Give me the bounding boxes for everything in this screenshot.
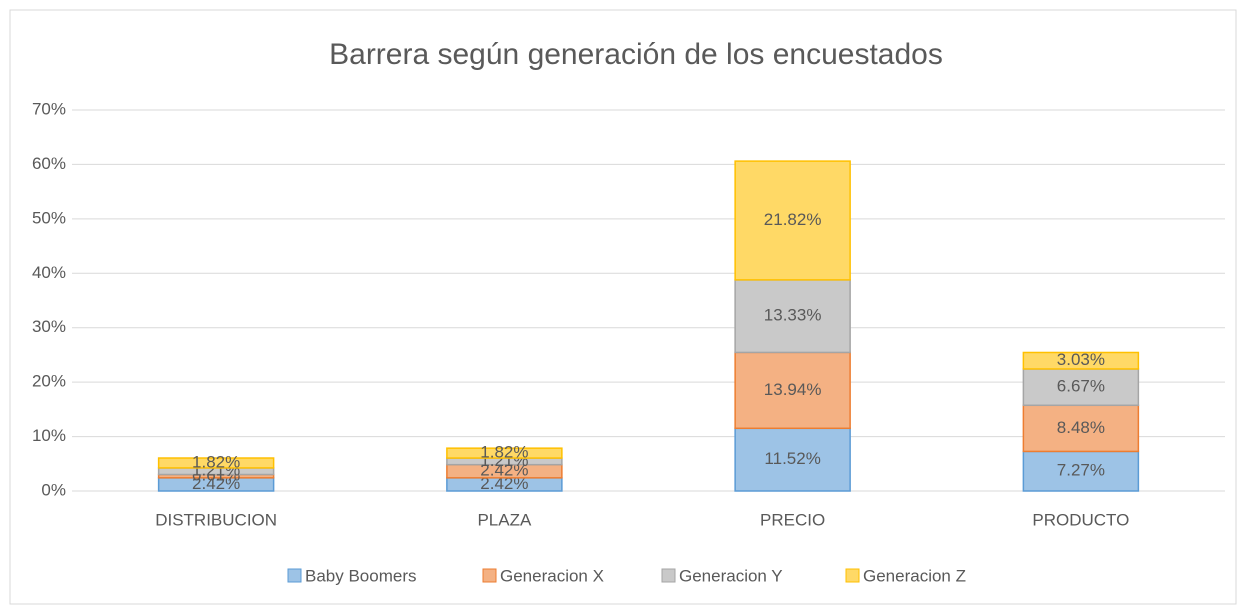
y-tick-label: 10% (32, 426, 66, 445)
y-tick-label: 70% (32, 99, 66, 118)
bar-segment (446, 447, 563, 459)
x-tick-label: PLAZA (477, 510, 532, 529)
y-tick-label: 20% (32, 372, 66, 391)
data-label: 11.52% (764, 449, 820, 468)
chart-title: Barrera según generación de los encuesta… (329, 38, 943, 71)
legend-swatch (661, 568, 676, 583)
data-label: 2.42% (480, 474, 528, 493)
bar-segment (1022, 450, 1140, 492)
bar-segment (157, 457, 275, 469)
data-label: 8.48% (1057, 418, 1105, 437)
bar-segment (1022, 404, 1140, 453)
bar-segment (1022, 351, 1140, 370)
data-label: 1.82% (480, 443, 528, 462)
x-tick-label: DISTRIBUCION (155, 510, 277, 529)
data-label: 3.03% (1057, 350, 1105, 369)
y-tick-label: 60% (32, 154, 66, 173)
x-tick-label: PRODUCTO (1032, 510, 1129, 529)
bar-segment (734, 279, 851, 354)
legend-swatch (287, 568, 302, 583)
legend-label: Generacion Z (863, 566, 966, 585)
y-tick-label: 30% (32, 317, 66, 336)
y-tick-label: 40% (32, 263, 66, 282)
legend-label: Generacion X (500, 566, 604, 585)
data-label: 1.82% (192, 452, 240, 471)
bar-segment (734, 351, 851, 430)
data-label: 7.27% (1057, 461, 1105, 480)
x-tick-label: PRECIO (760, 510, 825, 529)
chart-border (9, 9, 1237, 605)
data-label: 6.67% (1057, 377, 1105, 396)
legend-label: Generacion Y (679, 566, 783, 585)
y-tick-label: 50% (32, 208, 66, 227)
data-label: 2.42% (480, 461, 528, 480)
bar-segment (734, 160, 851, 281)
bar-segment (734, 427, 851, 492)
data-label: 13.33% (764, 306, 822, 325)
bar-segment (1022, 368, 1140, 407)
legend-label: Baby Boomers (305, 566, 417, 585)
data-label: 13.94% (764, 380, 822, 399)
data-label: 2.42% (192, 474, 240, 493)
legend-swatch (845, 568, 860, 583)
y-tick-label: 0% (41, 480, 66, 499)
legend-swatch (482, 568, 497, 583)
data-label: 21.82% (764, 210, 822, 229)
